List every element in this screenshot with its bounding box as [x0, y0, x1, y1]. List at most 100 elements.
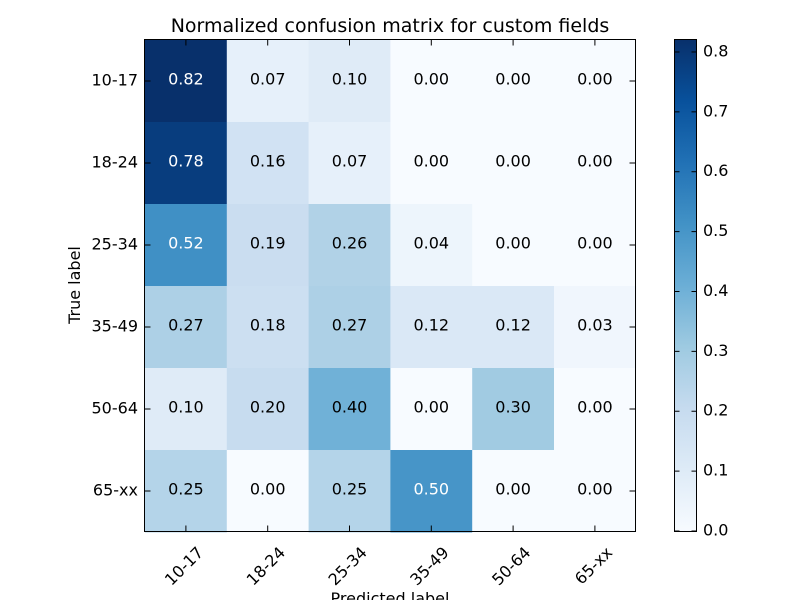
cell-value-label: 0.00 — [495, 152, 531, 171]
cell-value-label: 0.52 — [168, 234, 204, 253]
x-tick-label: 50-64 — [488, 543, 534, 589]
heatmap-cell — [554, 40, 637, 123]
cell-value-label: 0.04 — [413, 234, 449, 253]
colorbar-tick-label: 0.7 — [703, 101, 728, 120]
cell-value-label: 0.27 — [332, 316, 368, 335]
heatmap-cell — [145, 204, 228, 287]
colorbar — [674, 39, 697, 532]
colorbar-ticks: 0.0 0.1 0.2 0.3 0.4 0.5 0.6 0.7 0.8 — [674, 41, 728, 540]
cell-value-label: 0.00 — [577, 70, 613, 89]
cell-value-label: 0.00 — [250, 480, 286, 499]
x-axis-label: Predicted label — [331, 589, 450, 600]
x-tick-label: 10-17 — [161, 543, 207, 589]
chart-title: Normalized confusion matrix for custom f… — [171, 15, 610, 37]
heatmap-cell — [554, 368, 637, 451]
heatmap-cell — [390, 204, 473, 287]
cell-value-label: 0.10 — [332, 70, 368, 89]
cell-value-label: 0.82 — [168, 70, 204, 89]
y-tick-label: 35-49 — [92, 317, 139, 336]
heatmap-cell — [472, 204, 555, 287]
y-tick-label: 18-24 — [92, 153, 139, 172]
cell-value-label: 0.00 — [577, 234, 613, 253]
heatmap-cell — [226, 450, 310, 533]
heatmap-cell — [145, 122, 228, 205]
cell-value-label: 0.25 — [332, 480, 368, 499]
cell-value-label: 0.50 — [413, 480, 449, 499]
colorbar-tick-label: 0.4 — [703, 281, 728, 300]
colorbar-tick-label: 0.5 — [703, 221, 728, 240]
heatmap-cell — [226, 368, 310, 451]
y-tick-label: 25-34 — [92, 235, 139, 254]
heatmap-cell — [308, 122, 391, 205]
heatmap-cell — [226, 122, 310, 205]
colorbar-tick-label: 0.2 — [703, 401, 728, 420]
heatmap-cell — [472, 450, 555, 533]
cell-value-label: 0.18 — [250, 316, 286, 335]
heatmap-cell — [390, 450, 473, 533]
cell-value-label: 0.07 — [332, 152, 368, 171]
heatmap-cell — [308, 368, 391, 451]
colorbar-tick-label: 0.8 — [703, 41, 728, 60]
cell-value-label: 0.20 — [250, 398, 286, 417]
y-axis-label: True label — [65, 246, 84, 325]
heatmap-cell — [145, 450, 228, 533]
cell-value-label: 0.00 — [413, 70, 449, 89]
heatmap-cell-labels: 0.82 0.07 0.10 0.00 0.00 0.00 0.78 0.16 0.07 0.00… — [168, 70, 613, 499]
y-tick-label: 10-17 — [92, 71, 139, 90]
cell-value-label: 0.27 — [168, 316, 204, 335]
colorbar-tick-label: 0.3 — [703, 341, 728, 360]
cell-value-label: 0.03 — [577, 316, 613, 335]
heatmap-cell — [308, 204, 391, 287]
cell-value-label: 0.00 — [577, 152, 613, 171]
y-tick-label: 65-xx — [93, 481, 138, 500]
heatmap-cell — [472, 286, 555, 369]
heatmap-cell — [390, 368, 473, 451]
heatmap-cell — [308, 286, 391, 369]
heatmap-cell — [226, 40, 310, 123]
cell-value-label: 0.10 — [168, 398, 204, 417]
x-tick-label: 65-xx — [571, 543, 616, 588]
heatmap-cell — [390, 40, 473, 123]
heatmap-cell — [226, 286, 310, 369]
y-tick-label: 50-64 — [92, 399, 139, 418]
cell-value-label: 0.16 — [250, 152, 286, 171]
cell-value-label: 0.00 — [413, 152, 449, 171]
colorbar-tick-label: 0.6 — [703, 161, 728, 180]
plot-frame — [144, 39, 636, 532]
cell-value-label: 0.19 — [250, 234, 286, 253]
heatmap-cell — [472, 122, 555, 205]
heatmap-cell — [308, 40, 391, 123]
x-tick-label: 25-34 — [324, 543, 370, 589]
cell-value-label: 0.07 — [250, 70, 286, 89]
heatmap-cell — [145, 40, 228, 123]
heatmap-cell — [226, 204, 310, 287]
x-tick-label: 35-49 — [406, 543, 452, 589]
cell-value-label: 0.00 — [495, 70, 531, 89]
cell-value-label: 0.00 — [495, 234, 531, 253]
heatmap-cell — [472, 40, 555, 123]
heatmap-cell — [554, 450, 637, 533]
heatmap-cell — [390, 286, 473, 369]
heatmap-cell — [145, 286, 228, 369]
heatmap-cell — [554, 122, 637, 205]
cell-value-label: 0.00 — [413, 398, 449, 417]
cell-value-label: 0.40 — [332, 398, 368, 417]
colorbar-tick-label: 0.0 — [703, 521, 728, 540]
cell-value-label: 0.12 — [495, 316, 531, 335]
heatmap-cell — [472, 368, 555, 451]
cell-value-label: 0.00 — [495, 480, 531, 499]
heatmap-cell — [145, 368, 228, 451]
heatmap-cell — [554, 286, 637, 369]
x-tick-label: 18-24 — [243, 543, 289, 589]
cell-value-label: 0.00 — [577, 398, 613, 417]
cell-value-label: 0.25 — [168, 480, 204, 499]
cell-value-label: 0.78 — [168, 152, 204, 171]
y-axis-ticks: 10-17 18-24 25-34 35-49 50-64 65-xx — [92, 71, 636, 500]
heatmap-cell — [554, 204, 637, 287]
cell-value-label: 0.30 — [495, 398, 531, 417]
cell-value-label: 0.26 — [332, 234, 368, 253]
heatmap-cells — [145, 40, 637, 533]
cell-value-label: 0.00 — [577, 480, 613, 499]
heatmap-cell — [390, 122, 473, 205]
